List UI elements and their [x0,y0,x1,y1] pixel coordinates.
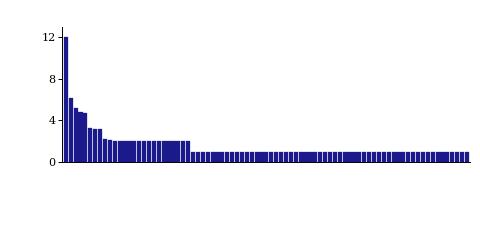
Bar [323,152,327,162]
Bar [201,152,205,162]
Bar [460,152,464,162]
Bar [416,152,420,162]
Bar [455,152,459,162]
Bar [98,129,102,162]
Bar [421,152,425,162]
Bar [450,152,455,162]
Bar [78,112,83,162]
Bar [274,152,278,162]
Bar [162,141,166,162]
Bar [250,152,254,162]
Bar [343,152,347,162]
Bar [313,152,317,162]
Bar [357,152,361,162]
Bar [372,152,376,162]
Bar [167,141,170,162]
Bar [69,98,73,162]
Bar [113,141,117,162]
Bar [216,152,219,162]
Bar [328,152,332,162]
Bar [64,37,68,162]
Bar [176,141,180,162]
Bar [367,152,371,162]
Bar [118,141,122,162]
Bar [406,152,410,162]
Bar [382,152,386,162]
Bar [230,152,234,162]
Bar [186,141,190,162]
Bar [392,152,396,162]
Bar [431,152,435,162]
Bar [171,141,176,162]
Bar [426,152,430,162]
Bar [84,113,87,162]
Bar [411,152,415,162]
Bar [181,141,185,162]
Bar [88,128,92,162]
Bar [225,152,229,162]
Bar [93,129,97,162]
Bar [108,140,112,162]
Bar [103,139,107,162]
Bar [127,141,132,162]
Bar [132,141,136,162]
Bar [303,152,308,162]
Bar [435,152,440,162]
Bar [348,152,352,162]
Bar [205,152,210,162]
Bar [269,152,274,162]
Bar [445,152,449,162]
Bar [352,152,357,162]
Bar [142,141,146,162]
Bar [294,152,298,162]
Bar [73,108,78,162]
Bar [196,152,200,162]
Bar [122,141,127,162]
Bar [264,152,268,162]
Bar [465,152,469,162]
Bar [401,152,406,162]
Bar [333,152,337,162]
Bar [152,141,156,162]
Bar [386,152,391,162]
Bar [254,152,259,162]
Bar [245,152,249,162]
Bar [289,152,293,162]
Bar [191,152,195,162]
Bar [377,152,381,162]
Bar [137,141,141,162]
Bar [220,152,225,162]
Bar [279,152,283,162]
Bar [318,152,322,162]
Bar [362,152,366,162]
Bar [441,152,444,162]
Bar [235,152,239,162]
Bar [147,141,151,162]
Bar [308,152,312,162]
Bar [259,152,264,162]
Bar [338,152,342,162]
Bar [211,152,215,162]
Bar [299,152,303,162]
Bar [156,141,161,162]
Bar [396,152,401,162]
Bar [284,152,288,162]
Bar [240,152,244,162]
